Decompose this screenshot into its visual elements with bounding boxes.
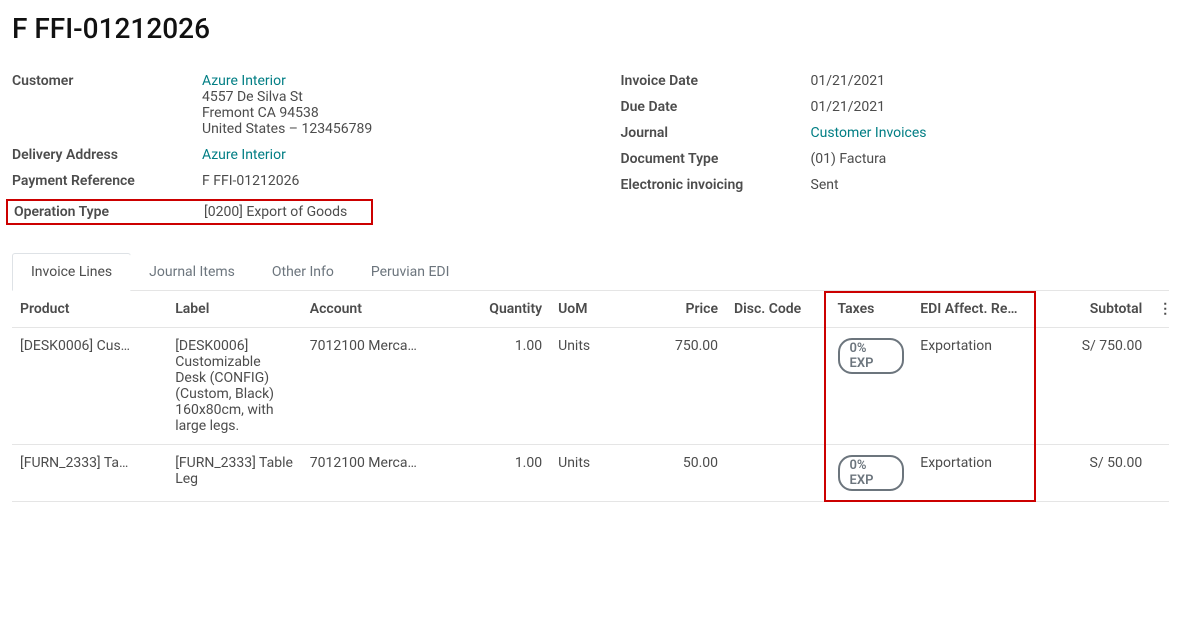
row-customer: Customer Azure Interior 4557 De Silva St… [12, 73, 561, 137]
label-payref: Payment Reference [12, 173, 202, 189]
delivery-link[interactable]: Azure Interior [202, 147, 286, 163]
label-delivery: Delivery Address [12, 147, 202, 163]
row-optype-highlight: Operation Type [0200] Export of Goods [6, 199, 373, 225]
info-right: Invoice Date 01/21/2021 Due Date 01/21/2… [621, 73, 1170, 225]
value-duedate: 01/21/2021 [811, 99, 886, 115]
row-doctype: Document Type (01) Factura [621, 151, 1170, 167]
th-uom[interactable]: UoM [550, 291, 633, 328]
customer-addr2: Fremont CA 94538 [202, 105, 372, 121]
label-einv: Electronic invoicing [621, 177, 811, 193]
cell-label: [FURN_2333] Table Leg [167, 445, 302, 502]
cell-uom: Units [550, 328, 633, 445]
th-price[interactable]: Price [633, 291, 726, 328]
label-doctype: Document Type [621, 151, 811, 167]
cell-qty: 1.00 [467, 328, 550, 445]
tax-badge[interactable]: 0% EXP [838, 455, 905, 491]
table-row[interactable]: [DESK0006] Cus… [DESK0006] Customizable … [12, 328, 1169, 445]
value-payref: F FFI-01212026 [202, 173, 299, 189]
row-invdate: Invoice Date 01/21/2021 [621, 73, 1170, 89]
tab-invoice-lines[interactable]: Invoice Lines [12, 253, 131, 291]
customer-link[interactable]: Azure Interior [202, 73, 372, 89]
th-product[interactable]: Product [12, 291, 167, 328]
cell-empty [1150, 328, 1169, 445]
customer-addr1: 4557 De Silva St [202, 89, 372, 105]
cell-empty [1150, 445, 1169, 502]
value-optype: [0200] Export of Goods [204, 204, 367, 220]
invoice-lines-table: Product Label Account Quantity UoM Price… [12, 291, 1169, 502]
value-invdate: 01/21/2021 [811, 73, 886, 89]
cell-account: 7012100 Merca… [302, 328, 468, 445]
table-row[interactable]: [FURN_2333] Ta… [FURN_2333] Table Leg 70… [12, 445, 1169, 502]
row-einv: Electronic invoicing Sent [621, 177, 1170, 193]
cell-taxes: 0% EXP [830, 328, 913, 445]
cell-edi: Exportation [912, 445, 1036, 502]
row-duedate: Due Date 01/21/2021 [621, 99, 1170, 115]
th-account[interactable]: Account [302, 291, 468, 328]
cell-taxes: 0% EXP [830, 445, 913, 502]
th-taxes[interactable]: Taxes [830, 291, 913, 328]
th-quantity[interactable]: Quantity [467, 291, 550, 328]
cell-disc [726, 328, 829, 445]
th-label[interactable]: Label [167, 291, 302, 328]
page-title: F FFI-01212026 [12, 12, 1169, 45]
row-payref: Payment Reference F FFI-01212026 [12, 173, 561, 189]
cell-price: 50.00 [633, 445, 726, 502]
tax-badge[interactable]: 0% EXP [838, 338, 905, 374]
value-einv: Sent [811, 177, 839, 193]
label-invdate: Invoice Date [621, 73, 811, 89]
cell-uom: Units [550, 445, 633, 502]
cell-subtotal: S/ 50.00 [1036, 445, 1150, 502]
tab-journal-items[interactable]: Journal Items [130, 253, 254, 290]
cell-price: 750.00 [633, 328, 726, 445]
label-optype: Operation Type [12, 204, 204, 220]
tabs: Invoice Lines Journal Items Other Info P… [12, 253, 1169, 291]
th-disc[interactable]: Disc. Code [726, 291, 829, 328]
table-header-row: Product Label Account Quantity UoM Price… [12, 291, 1169, 328]
cell-account: 7012100 Merca… [302, 445, 468, 502]
cell-subtotal: S/ 750.00 [1036, 328, 1150, 445]
th-subtotal[interactable]: Subtotal [1036, 291, 1150, 328]
cell-product: [FURN_2333] Ta… [12, 445, 167, 502]
label-customer: Customer [12, 73, 202, 137]
cell-product: [DESK0006] Cus… [12, 328, 167, 445]
value-doctype: (01) Factura [811, 151, 887, 167]
cell-edi: Exportation [912, 328, 1036, 445]
customer-addr3: United States – 123456789 [202, 121, 372, 137]
tab-peruvian-edi[interactable]: Peruvian EDI [352, 253, 469, 290]
tab-other-info[interactable]: Other Info [253, 253, 353, 290]
info-columns: Customer Azure Interior 4557 De Silva St… [12, 73, 1169, 225]
cell-disc [726, 445, 829, 502]
invoice-lines-table-wrap: Product Label Account Quantity UoM Price… [12, 291, 1169, 502]
cell-qty: 1.00 [467, 445, 550, 502]
value-customer: Azure Interior 4557 De Silva St Fremont … [202, 73, 372, 137]
journal-link[interactable]: Customer Invoices [811, 125, 927, 141]
row-delivery: Delivery Address Azure Interior [12, 147, 561, 163]
row-journal: Journal Customer Invoices [621, 125, 1170, 141]
label-duedate: Due Date [621, 99, 811, 115]
th-kebab-icon[interactable]: ⋮ [1150, 291, 1169, 328]
label-journal: Journal [621, 125, 811, 141]
cell-label: [DESK0006] Customizable Desk (CONFIG) (C… [167, 328, 302, 445]
info-left: Customer Azure Interior 4557 De Silva St… [12, 73, 561, 225]
th-edi[interactable]: EDI Affect. Re… [912, 291, 1036, 328]
